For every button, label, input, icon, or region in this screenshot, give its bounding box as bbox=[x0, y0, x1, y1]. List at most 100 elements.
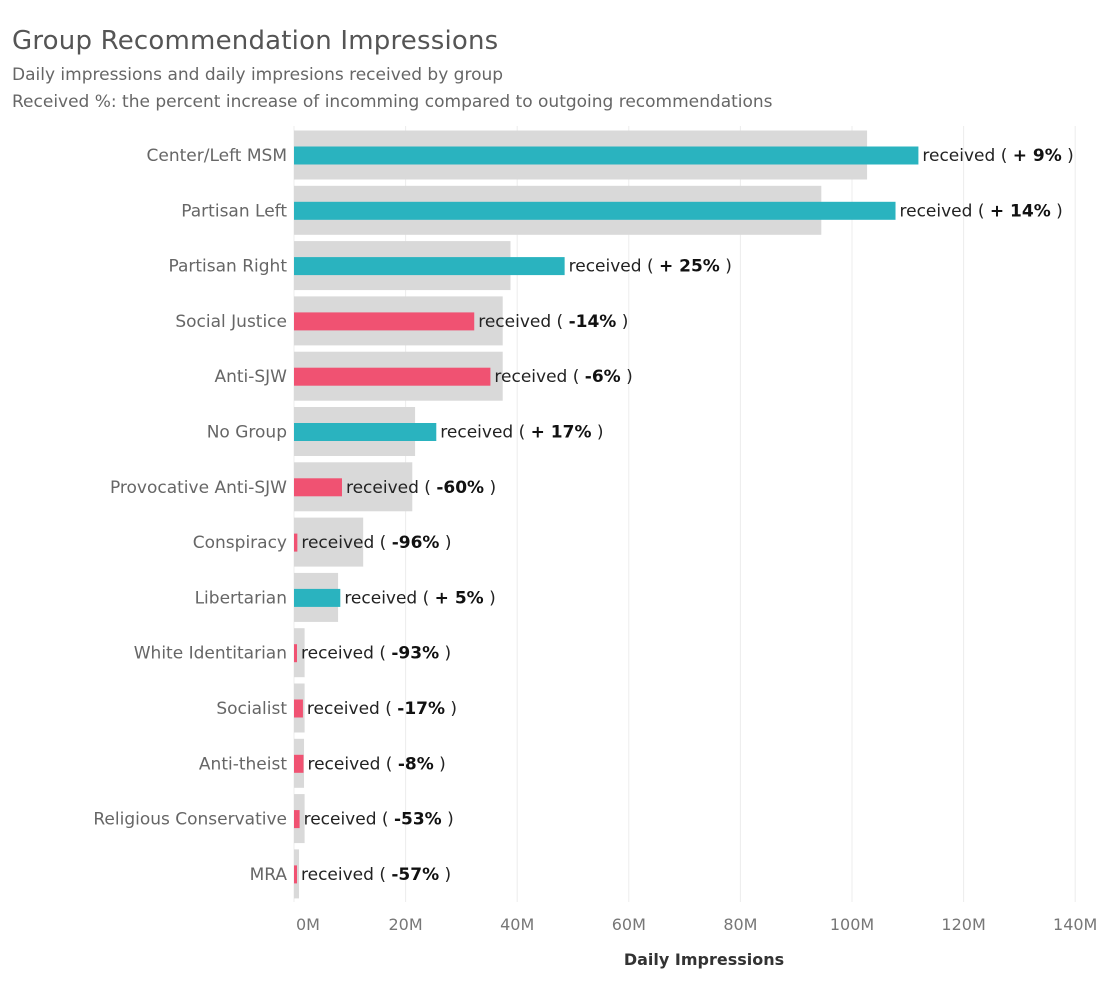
received-bar bbox=[294, 312, 475, 331]
received-prefix: received ( bbox=[301, 644, 391, 664]
bar-row: Social Justice received ( -14% ) bbox=[175, 296, 628, 346]
x-tick-label: 140M bbox=[1053, 915, 1097, 934]
category-label: Partisan Left bbox=[181, 201, 287, 221]
received-bar bbox=[294, 699, 303, 718]
received-suffix: ) bbox=[616, 312, 628, 332]
bar-row: No Group received ( + 17% ) bbox=[207, 407, 604, 456]
received-bar bbox=[294, 533, 298, 552]
x-tick-label: 100M bbox=[830, 915, 874, 934]
received-prefix: received ( bbox=[307, 754, 397, 774]
received-prefix: received ( bbox=[922, 146, 1012, 166]
x-tick-label: 40M bbox=[500, 915, 534, 934]
x-tick-label: 80M bbox=[723, 915, 757, 934]
x-tick-label: 20M bbox=[389, 915, 423, 934]
category-label: Social Justice bbox=[175, 312, 287, 332]
received-prefix: received ( bbox=[304, 810, 394, 830]
received-prefix: received ( bbox=[494, 367, 584, 387]
bar-row: Partisan Right received ( + 25% ) bbox=[168, 241, 732, 291]
bar-row: Center/Left MSM received ( + 9% ) bbox=[147, 130, 1074, 180]
bar-row: Conspiracy received ( -96% ) bbox=[193, 517, 452, 567]
x-tick-label: 0M bbox=[296, 915, 320, 934]
received-prefix: received ( bbox=[900, 201, 990, 221]
received-suffix: ) bbox=[439, 644, 451, 664]
received-pct: + 17% bbox=[531, 423, 592, 443]
received-bar bbox=[294, 644, 297, 663]
bar-row: Partisan Left received ( + 14% ) bbox=[181, 185, 1063, 235]
received-pct: + 5% bbox=[435, 588, 484, 608]
category-label: Anti-theist bbox=[199, 754, 287, 774]
category-label: Partisan Right bbox=[168, 257, 287, 277]
bar-row: Religious Conservative received ( -53% ) bbox=[93, 794, 454, 844]
category-label: No Group bbox=[207, 423, 287, 443]
received-label: received ( -96% ) bbox=[301, 533, 451, 553]
received-bar bbox=[294, 754, 304, 773]
gridlines bbox=[293, 126, 1076, 902]
category-label: Provocative Anti-SJW bbox=[110, 478, 287, 498]
received-label: received ( + 14% ) bbox=[900, 201, 1063, 221]
received-pct: -60% bbox=[436, 478, 484, 498]
received-label: received ( -93% ) bbox=[301, 644, 451, 664]
received-label: received ( -8% ) bbox=[307, 754, 445, 774]
received-bar bbox=[294, 367, 491, 386]
received-bar bbox=[294, 588, 341, 607]
received-pct: -8% bbox=[398, 754, 434, 774]
received-pct: -6% bbox=[585, 367, 621, 387]
received-pct: + 14% bbox=[990, 201, 1051, 221]
received-label: received ( -53% ) bbox=[304, 810, 454, 830]
received-label: received ( + 9% ) bbox=[922, 146, 1073, 166]
received-suffix: ) bbox=[592, 423, 604, 443]
received-prefix: received ( bbox=[301, 865, 391, 885]
received-label: received ( -14% ) bbox=[478, 312, 628, 332]
bar-row: Provocative Anti-SJW received ( -60% ) bbox=[110, 462, 496, 512]
received-prefix: received ( bbox=[344, 588, 434, 608]
received-prefix: received ( bbox=[301, 533, 391, 553]
received-label: received ( + 25% ) bbox=[569, 257, 732, 277]
received-prefix: received ( bbox=[478, 312, 568, 332]
category-label: Center/Left MSM bbox=[147, 146, 287, 166]
received-label: received ( + 5% ) bbox=[344, 588, 495, 608]
received-pct: -17% bbox=[397, 699, 445, 719]
category-label: MRA bbox=[250, 865, 288, 885]
category-label: White Identitarian bbox=[134, 644, 287, 664]
x-tick-label: 60M bbox=[612, 915, 646, 934]
received-bar bbox=[294, 810, 300, 829]
impressions-bar bbox=[294, 517, 364, 567]
bar-row: Socialist received ( -17% ) bbox=[216, 683, 457, 733]
received-suffix: ) bbox=[442, 810, 454, 830]
received-label: received ( + 17% ) bbox=[440, 423, 603, 443]
chart-subtitle-1: Daily impressions and daily impresions r… bbox=[12, 65, 504, 85]
received-bar bbox=[294, 201, 896, 220]
received-suffix: ) bbox=[720, 257, 732, 277]
bars: Center/Left MSM received ( + 9% )Partisan… bbox=[93, 130, 1074, 899]
received-suffix: ) bbox=[1051, 201, 1063, 221]
received-prefix: received ( bbox=[569, 257, 659, 277]
category-label: Anti-SJW bbox=[214, 367, 287, 387]
received-label: received ( -57% ) bbox=[301, 865, 451, 885]
received-prefix: received ( bbox=[346, 478, 436, 498]
bar-row: Anti-SJW received ( -6% ) bbox=[214, 351, 633, 401]
received-pct: + 9% bbox=[1013, 146, 1062, 166]
bar-row: MRA received ( -57% ) bbox=[250, 849, 451, 899]
received-bar bbox=[294, 146, 919, 165]
received-suffix: ) bbox=[434, 754, 446, 774]
received-label: received ( -6% ) bbox=[494, 367, 632, 387]
x-axis: 0M 20M 40M 60M 80M 100M 120M 140M Daily Impressi… bbox=[296, 915, 1097, 969]
received-bar bbox=[294, 478, 342, 497]
received-prefix: received ( bbox=[440, 423, 530, 443]
chart-subtitle-2: Received %: the percent increase of inco… bbox=[12, 92, 773, 112]
received-label: received ( -60% ) bbox=[346, 478, 496, 498]
received-suffix: ) bbox=[445, 699, 457, 719]
chart-title: Group Recommendation Impressions bbox=[12, 26, 499, 56]
bar-row: White Identitarian received ( -93% ) bbox=[134, 628, 451, 678]
category-label: Libertarian bbox=[195, 588, 287, 608]
received-pct: -53% bbox=[394, 810, 442, 830]
category-label: Religious Conservative bbox=[93, 810, 287, 830]
received-suffix: ) bbox=[1062, 146, 1074, 166]
received-bar bbox=[294, 423, 437, 441]
x-axis-title: Daily Impressions bbox=[624, 950, 784, 969]
received-suffix: ) bbox=[439, 533, 451, 553]
received-suffix: ) bbox=[621, 367, 633, 387]
category-label: Conspiracy bbox=[193, 533, 287, 553]
category-label: Socialist bbox=[216, 699, 287, 719]
